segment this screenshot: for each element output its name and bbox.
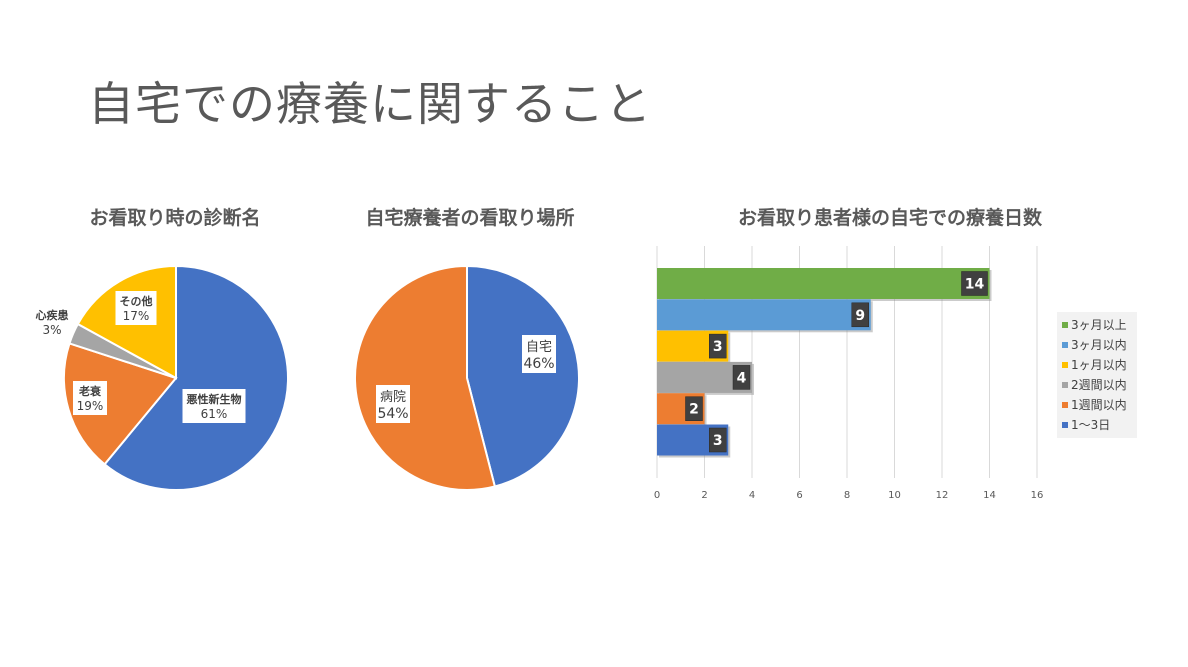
bar-data-label-3: 4 xyxy=(737,370,747,386)
bar-legend-swatch-2 xyxy=(1062,362,1068,368)
pie1-label-name-1: 老衰 xyxy=(78,384,102,398)
bar-data-label-0: 14 xyxy=(965,277,985,293)
bar-chart-days-title: お看取り患者様の自宅での療養日数 xyxy=(737,207,1042,229)
pie2-slice-0 xyxy=(466,264,580,488)
bar-data-label-bg-1 xyxy=(851,302,869,328)
bar-x-tick-2: 4 xyxy=(749,490,755,501)
bar-legend-swatch-4 xyxy=(1062,402,1068,408)
pie2-label-bg-0 xyxy=(522,335,556,373)
pie1-label-value-3: 17% xyxy=(123,309,150,323)
bar-data-label-bg-3 xyxy=(732,365,751,390)
bar-0 xyxy=(657,268,990,299)
bar-legend-label-5: 1～3日 xyxy=(1071,418,1110,432)
bar-data-label-5: 3 xyxy=(713,433,723,449)
bar-x-tick-4: 8 xyxy=(844,490,850,501)
bar-x-tick-1: 2 xyxy=(701,490,707,501)
bar-data-label-2: 3 xyxy=(713,339,723,355)
bar-legend-label-0: 3ヶ月以上 xyxy=(1071,318,1127,332)
bar-data-label-bg-2 xyxy=(709,333,727,359)
bar-data-label-bg-0 xyxy=(961,271,988,296)
bar-x-tick-8: 16 xyxy=(1031,490,1044,501)
bar-legend-label-2: 1ヶ月以内 xyxy=(1071,358,1127,372)
pie2-label-name-1: 病院 xyxy=(380,390,406,405)
pie2-label-name-0: 自宅 xyxy=(526,340,552,355)
bar-legend-swatch-5 xyxy=(1062,422,1068,428)
pie1-label-value-1: 19% xyxy=(77,399,104,413)
bar-legend-swatch-3 xyxy=(1062,382,1068,388)
bar-data-label-4: 2 xyxy=(689,402,699,418)
pie1-label-bg-3 xyxy=(115,291,157,325)
pie1-label-name-3: その他 xyxy=(120,294,153,308)
bar-legend-label-1: 3ヶ月以内 xyxy=(1071,338,1127,352)
pie2-label-value-1: 54% xyxy=(377,406,408,422)
pie2-label-bg-1 xyxy=(376,385,410,423)
bar-legend-swatch-0 xyxy=(1062,322,1068,328)
pie1-label-name-2: 心疾患 xyxy=(36,308,69,322)
pie1-slice-1 xyxy=(63,342,178,466)
pie1-slice-0 xyxy=(103,264,289,491)
pie1-label-value-2: 3% xyxy=(42,323,61,337)
slide-title: 自宅での療養に関すること xyxy=(88,77,652,131)
bar-legend-box xyxy=(1057,312,1137,438)
bar-legend-swatch-1 xyxy=(1062,342,1068,348)
pie-chart-place-title: 自宅療養者の看取り場所 xyxy=(365,207,575,229)
bar-legend-label-4: 1週間以内 xyxy=(1071,398,1127,412)
bar-data-label-bg-5 xyxy=(709,427,727,453)
bar-x-tick-6: 12 xyxy=(936,490,949,501)
pie2-slice-1 xyxy=(354,264,497,491)
pie2-label-value-0: 46% xyxy=(523,356,554,372)
bar-x-tick-5: 10 xyxy=(888,490,901,501)
bar-data-label-bg-4 xyxy=(685,396,703,421)
pie1-label-value-0: 61% xyxy=(201,407,228,421)
bar-x-tick-7: 14 xyxy=(983,490,996,501)
bar-1 xyxy=(657,299,871,331)
bar-legend-label-3: 2週間以内 xyxy=(1071,378,1127,392)
bar-data-label-1: 9 xyxy=(855,308,865,324)
bar-x-tick-0: 0 xyxy=(654,490,660,501)
pie1-label-bg-1 xyxy=(73,381,107,415)
pie-chart-diagnosis-title: お看取り時の診断名 xyxy=(89,207,261,229)
bar-x-tick-3: 6 xyxy=(796,490,802,501)
pie1-label-name-0: 悪性新生物 xyxy=(187,392,242,406)
pie1-label-bg-0 xyxy=(182,389,246,423)
